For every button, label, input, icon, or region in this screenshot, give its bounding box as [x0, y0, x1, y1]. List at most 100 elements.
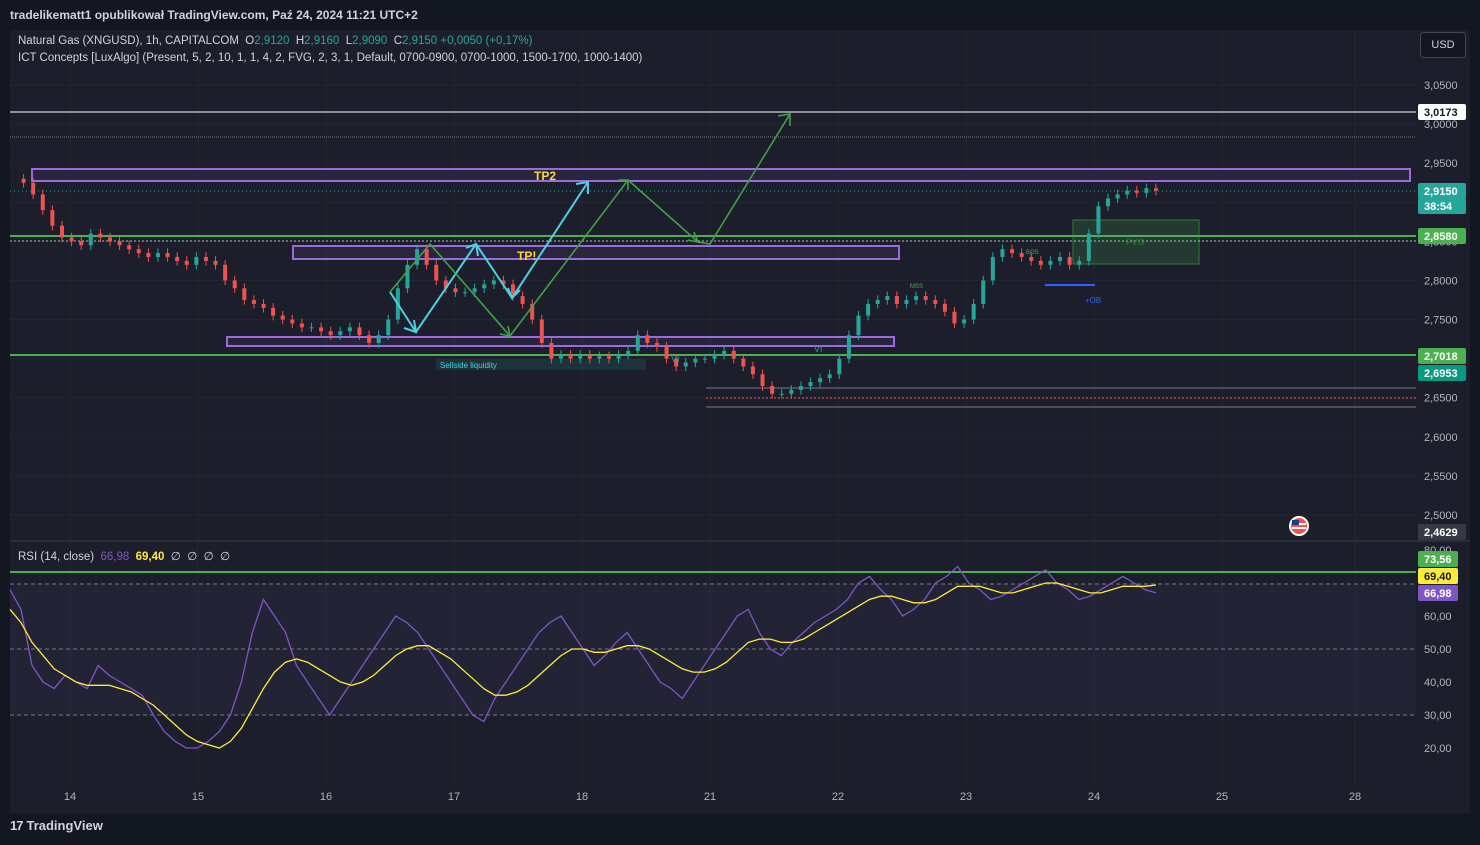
- price-tick-label: 2,7500: [1424, 315, 1458, 327]
- tradingview-footer[interactable]: 17 TradingView: [10, 818, 103, 833]
- time-tick-label: 16: [320, 791, 332, 803]
- price-tick-label: 2,5500: [1424, 471, 1458, 483]
- high-value: 2,9160: [304, 35, 340, 47]
- time-tick-label: 18: [576, 791, 588, 803]
- low-label: L: [345, 35, 353, 47]
- candle-body: [347, 327, 352, 332]
- rsi-axis-badge: [1418, 568, 1458, 584]
- time-tick-label: 17: [448, 791, 460, 803]
- rsi-empty-2: ∅: [187, 551, 198, 563]
- candle-body: [770, 386, 775, 394]
- time-tick-label: 22: [832, 791, 844, 803]
- candle-body: [846, 335, 851, 359]
- candle-body: [616, 354, 621, 359]
- candle-body: [1125, 190, 1130, 195]
- rsi-title[interactable]: RSI (14, close): [18, 551, 95, 563]
- price-axis-badge-text: 2,4629: [1424, 527, 1458, 539]
- candle-body: [107, 237, 112, 242]
- candle-body: [1019, 253, 1024, 257]
- rsi-legend[interactable]: RSI (14, close) 66,98 69,40 ∅ ∅ ∅ ∅: [18, 549, 230, 563]
- tradingview-logo-icon: 17: [10, 818, 24, 833]
- rsi-tick-label: 60,00: [1424, 611, 1452, 623]
- cyan-arrowhead-3: [507, 287, 521, 300]
- candle-body: [1000, 249, 1005, 257]
- price-axis-badge-text: 2,7018: [1424, 351, 1458, 363]
- candle-body: [914, 296, 919, 300]
- candle-body: [789, 389, 794, 394]
- time-tick-label: 24: [1088, 791, 1100, 803]
- ob-label: +OB: [1085, 296, 1101, 305]
- price-tick-label: 2,5000: [1424, 510, 1458, 522]
- price-tick-label: 2,6000: [1424, 432, 1458, 444]
- symbol-legend[interactable]: Natural Gas (XNGUSD), 1h, CAPITALCOM O 2,…: [18, 35, 532, 47]
- candle-body: [482, 284, 487, 289]
- candle-body: [702, 358, 707, 360]
- candle-body: [443, 280, 448, 289]
- price-tick-label: 3,0000: [1424, 119, 1458, 131]
- tp2-label: TP2: [534, 169, 556, 183]
- candle-body: [597, 356, 602, 359]
- candle-body: [357, 327, 362, 336]
- fvg-box: [1072, 219, 1200, 265]
- candle-body: [942, 303, 947, 312]
- green-arrowhead-3: [687, 231, 700, 244]
- rsi-axis-badge: [1418, 585, 1458, 601]
- candle-body: [1038, 260, 1043, 265]
- rsi-tick-label: 40,00: [1424, 677, 1452, 689]
- candle-body: [463, 292, 468, 294]
- currency-button[interactable]: USD: [1420, 32, 1466, 58]
- rsi-axis-badge: [1418, 551, 1458, 567]
- candle-body: [1154, 188, 1158, 191]
- rsi-value: 66,98: [100, 551, 130, 563]
- us-flag-icon[interactable]: [1289, 516, 1309, 536]
- price-axis-badge: [1418, 198, 1466, 214]
- candle-body: [98, 233, 103, 238]
- candle-body: [40, 194, 45, 211]
- low-value: 2,9090: [352, 35, 388, 47]
- candle-body: [750, 366, 755, 375]
- candle-body: [731, 350, 736, 359]
- candle-body: [338, 331, 343, 336]
- candle-body: [645, 335, 650, 343]
- candle-body: [491, 280, 496, 285]
- candle-body: [146, 253, 151, 257]
- candle-body: [165, 253, 170, 257]
- symbol-name[interactable]: Natural Gas (XNGUSD), 1h, CAPITALCOM: [18, 35, 239, 47]
- change-value: +0,0050 (+0,17%): [440, 35, 533, 47]
- candle-body: [1144, 188, 1149, 193]
- candle-body: [213, 260, 218, 265]
- candle-body: [587, 354, 592, 359]
- candle-body: [88, 233, 93, 246]
- candle-body: [1048, 260, 1053, 265]
- price-tick-label: 3,0500: [1424, 80, 1458, 92]
- candle-body: [280, 315, 285, 320]
- chart-area[interactable]: [10, 30, 1470, 813]
- close-value: 2,9150: [402, 35, 438, 47]
- open-label: O: [245, 35, 255, 47]
- candle-body: [155, 253, 160, 257]
- candle-body: [386, 319, 391, 336]
- green-arrowhead-2: [618, 179, 629, 190]
- rsi-axis-badge-text: 69,40: [1424, 571, 1452, 583]
- candle-body: [904, 300, 909, 304]
- candle-body: [367, 335, 372, 343]
- candle-body: [21, 178, 26, 183]
- rsi-series-ma: [9, 582, 1157, 749]
- candle-body: [405, 264, 410, 289]
- candle-body: [712, 354, 717, 359]
- rsi-axis-badge-text: 73,56: [1424, 554, 1452, 566]
- rsi-ma-value: 69,40: [135, 551, 165, 563]
- candle-body: [1096, 206, 1101, 234]
- indicator-name[interactable]: ICT Concepts [LuxAlgo] (Present, 5, 2, 1…: [18, 52, 643, 64]
- price-tick-label: 2,9500: [1424, 158, 1458, 170]
- candle-body: [290, 319, 295, 324]
- price-axis-badge: [1418, 183, 1466, 199]
- sellside-box: [436, 359, 646, 370]
- publisher-header: tradelikematt1 opublikował TradingView.c…: [0, 0, 1480, 30]
- indicator-legend[interactable]: ICT Concepts [LuxAlgo] (Present, 5, 2, 1…: [18, 52, 642, 64]
- green-arrowhead-1: [499, 325, 512, 338]
- tradingview-brand: TradingView: [26, 818, 103, 833]
- candle-body: [184, 260, 189, 265]
- bos-label: BOS: [1026, 250, 1039, 256]
